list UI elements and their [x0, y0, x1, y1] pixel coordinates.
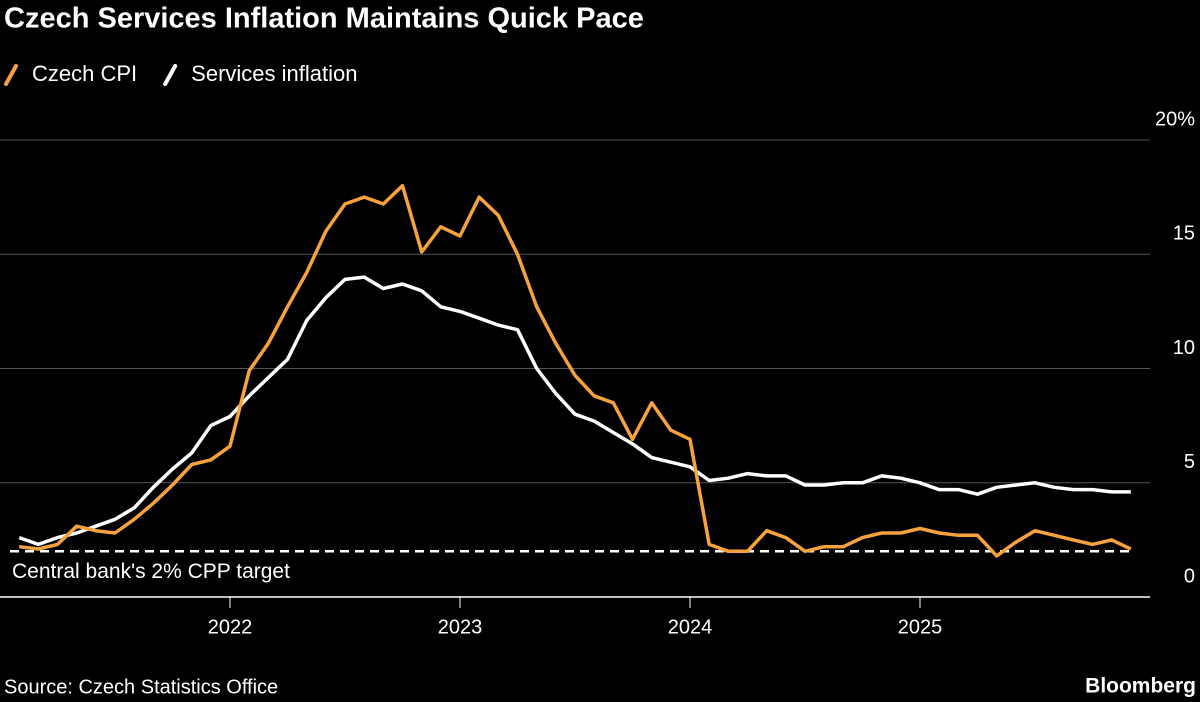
series-line: [18, 183, 1132, 558]
chart-title: Czech Services Inflation Maintains Quick…: [4, 3, 644, 35]
y-tick-label: 15: [1173, 223, 1195, 245]
series-line: [18, 275, 1131, 547]
y-tick-label: 0: [1184, 565, 1195, 587]
legend-label: Services inflation: [191, 61, 357, 86]
y-tick-label: 20%: [1155, 108, 1195, 130]
legend-swatch: [4, 64, 18, 86]
x-tick-label: 2025: [898, 616, 943, 638]
x-tick-label: 2024: [668, 616, 713, 638]
y-tick-label: 5: [1184, 451, 1195, 473]
target-label: Central bank's 2% CPP target: [12, 560, 290, 583]
legend-swatch: [163, 64, 178, 86]
legend-label: Czech CPI: [32, 61, 137, 86]
x-tick-label: 2022: [208, 616, 253, 638]
y-tick-label: 10: [1173, 337, 1195, 359]
x-tick-label: 2023: [438, 616, 483, 638]
source: Source: Czech Statistics Office: [4, 676, 278, 698]
brand: Bloomberg: [1085, 675, 1196, 698]
